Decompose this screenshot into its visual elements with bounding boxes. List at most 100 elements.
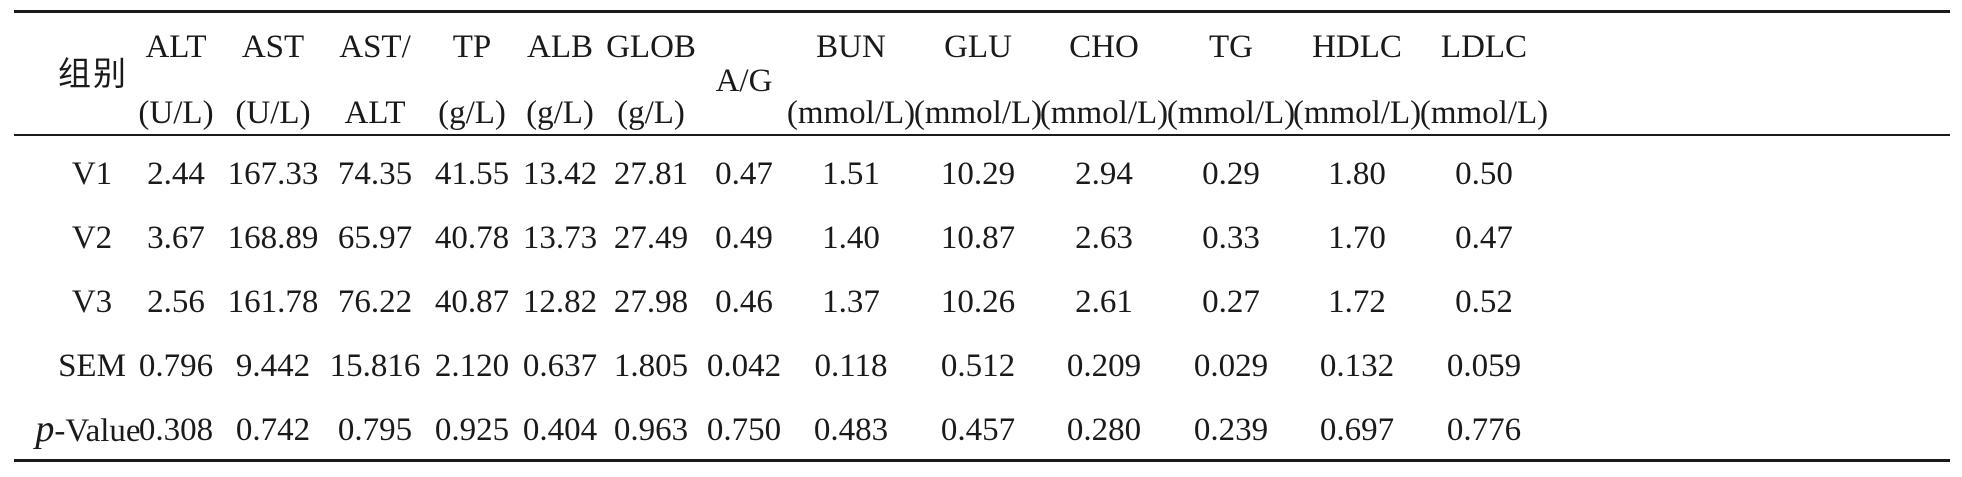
column-header-alb: ALB <box>527 29 593 65</box>
table-cell: 27.98 <box>613 284 689 320</box>
table-cell: 15.816 <box>329 348 421 384</box>
table-cell: 0.483 <box>813 412 889 448</box>
table-cell: 1.37 <box>822 284 880 320</box>
table-cell: 2.94 <box>1075 156 1133 192</box>
column-unit-bun: (mmol/L) <box>786 95 916 131</box>
table-cell: 1.80 <box>1328 156 1386 192</box>
table-cell: 0.132 <box>1319 348 1395 384</box>
header-rule <box>14 134 1950 136</box>
column-unit-hdlc: (mmol/L) <box>1292 95 1422 131</box>
column-header-hdlc: HDLC <box>1312 29 1402 65</box>
column-unit-alt: (U/L) <box>138 95 214 131</box>
column-header-tp: TP <box>452 29 492 65</box>
table-cell: 2.56 <box>147 284 205 320</box>
column-header-glob: GLOB <box>606 29 696 65</box>
table-cell: 0.29 <box>1202 156 1260 192</box>
table-cell: 1.72 <box>1328 284 1386 320</box>
column-unit-cho: (mmol/L) <box>1039 95 1169 131</box>
table-cell: 167.33 <box>227 156 319 192</box>
column-unit-astalt: ALT <box>344 95 406 131</box>
column-header-tg: TG <box>1209 29 1253 65</box>
table-cell: 1.70 <box>1328 220 1386 256</box>
column-unit-ast: (U/L) <box>235 95 311 131</box>
table-cell: 27.49 <box>613 220 689 256</box>
table-cell: 0.925 <box>434 412 510 448</box>
column-header-alt: ALT <box>145 29 207 65</box>
table-cell: 0.776 <box>1446 412 1522 448</box>
table-cell: 0.209 <box>1066 348 1142 384</box>
table-cell: 3.67 <box>147 220 205 256</box>
column-header-glu: GLU <box>944 29 1012 65</box>
table-cell: 0.742 <box>235 412 311 448</box>
column-header-ast: AST <box>241 29 305 65</box>
table-cell: 0.52 <box>1455 284 1513 320</box>
column-header-ag: A/G <box>715 63 773 99</box>
column-unit-tp: (g/L) <box>438 95 506 131</box>
table-cell: 12.82 <box>522 284 598 320</box>
table-cell: 13.73 <box>522 220 598 256</box>
top-rule <box>14 10 1950 13</box>
column-unit-glu: (mmol/L) <box>913 95 1043 131</box>
table-cell: 27.81 <box>613 156 689 192</box>
table-cell: 13.42 <box>522 156 598 192</box>
table-cell: 2.44 <box>147 156 205 192</box>
table-cell: 0.042 <box>706 348 782 384</box>
table-cell: 0.059 <box>1446 348 1522 384</box>
table-cell: 0.750 <box>706 412 782 448</box>
stub-header: 组别 <box>58 54 128 93</box>
column-unit-alb: (g/L) <box>526 95 594 131</box>
table-cell: 2.120 <box>434 348 510 384</box>
table-cell: 2.61 <box>1075 284 1133 320</box>
table-cell: 0.457 <box>940 412 1016 448</box>
row-label: SEM <box>58 348 126 384</box>
table-cell: 76.22 <box>337 284 413 320</box>
column-header-cho: CHO <box>1069 29 1139 65</box>
table-cell: 0.308 <box>138 412 214 448</box>
table-cell: 40.78 <box>434 220 510 256</box>
bottom-rule <box>14 459 1950 462</box>
table-cell: 74.35 <box>337 156 413 192</box>
table-cell: 0.512 <box>940 348 1016 384</box>
table-cell: 0.280 <box>1066 412 1142 448</box>
column-header-bun: BUN <box>816 29 886 65</box>
column-header-astalt: AST/ <box>339 29 411 65</box>
row-label: V1 <box>71 156 113 192</box>
table-cell: 0.795 <box>337 412 413 448</box>
table-cell: 65.97 <box>337 220 413 256</box>
table-cell: 161.78 <box>227 284 319 320</box>
table-cell: 10.26 <box>940 284 1016 320</box>
table-cell: 168.89 <box>227 220 319 256</box>
table-cell: 0.47 <box>715 156 773 192</box>
table-cell: 0.49 <box>715 220 773 256</box>
column-unit-glob: (g/L) <box>617 95 685 131</box>
table-cell: 10.87 <box>940 220 1016 256</box>
table-cell: 0.239 <box>1193 412 1269 448</box>
table-cell: 0.637 <box>522 348 598 384</box>
table-cell: 1.40 <box>822 220 880 256</box>
table-cell: 0.029 <box>1193 348 1269 384</box>
table-cell: 0.697 <box>1319 412 1395 448</box>
table-cell: 0.118 <box>814 348 888 384</box>
table-cell: 0.27 <box>1202 284 1260 320</box>
row-label: V3 <box>71 284 113 320</box>
column-header-ldlc: LDLC <box>1440 29 1528 65</box>
column-unit-tg: (mmol/L) <box>1166 95 1296 131</box>
table-cell: 2.63 <box>1075 220 1133 256</box>
table-cell: 0.33 <box>1202 220 1260 256</box>
table-cell: 0.46 <box>715 284 773 320</box>
table-cell: 0.963 <box>613 412 689 448</box>
row-label-pvalue: p-Value <box>35 410 140 448</box>
table-cell: 0.47 <box>1455 220 1513 256</box>
table-cell: 9.442 <box>235 348 311 384</box>
row-label: V2 <box>71 220 113 256</box>
table-cell: 41.55 <box>434 156 510 192</box>
pvalue-italic-p: p <box>35 408 55 450</box>
pvalue-label-rest: -Value <box>54 413 141 449</box>
column-unit-ldlc: (mmol/L) <box>1419 95 1549 131</box>
table-cell: 0.50 <box>1455 156 1513 192</box>
table-cell: 1.805 <box>613 348 689 384</box>
table-cell: 1.51 <box>822 156 880 192</box>
table-cell: 0.796 <box>138 348 214 384</box>
table-cell: 10.29 <box>940 156 1016 192</box>
